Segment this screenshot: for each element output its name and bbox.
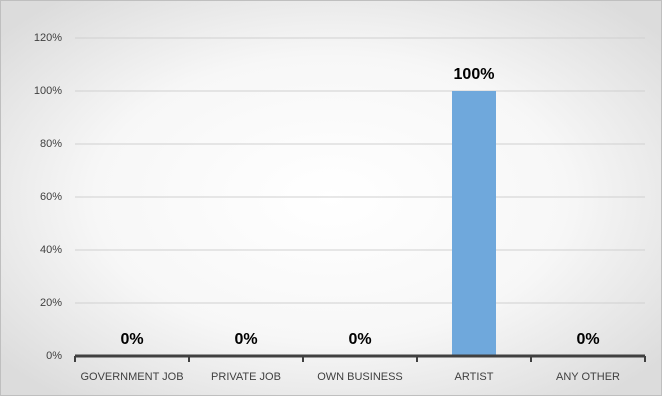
y-tick-label: 40% [40, 244, 62, 256]
y-tick-label: 0% [46, 350, 62, 362]
y-tick-label: 80% [40, 138, 62, 150]
data-label: 0% [348, 331, 371, 348]
x-tick-label: ARTIST [455, 371, 494, 383]
y-tick-label: 20% [40, 297, 62, 309]
x-tick-label: PRIVATE JOB [211, 371, 281, 383]
y-tick-label: 60% [40, 191, 62, 203]
data-label: 0% [234, 331, 257, 348]
bar [452, 91, 496, 356]
y-tick-label: 120% [34, 32, 62, 44]
x-tick-label: OWN BUSINESS [317, 371, 403, 383]
data-label: 100% [454, 66, 495, 83]
y-tick-label: 100% [34, 85, 62, 97]
data-label: 0% [576, 331, 599, 348]
data-label: 0% [120, 331, 143, 348]
x-tick-label: GOVERNMENT JOB [80, 371, 183, 383]
x-tick-label: ANY OTHER [556, 371, 620, 383]
